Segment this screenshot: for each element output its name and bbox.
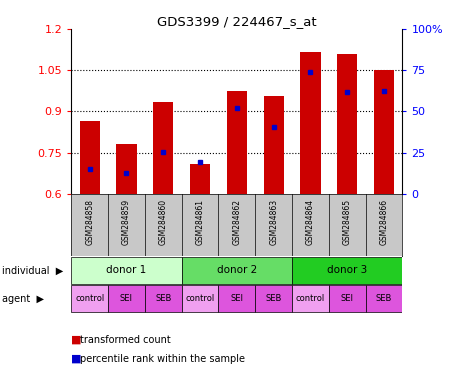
Bar	[263, 96, 283, 194]
Bar	[108, 285, 145, 313]
Text: donor 2: donor 2	[216, 265, 257, 275]
Bar	[71, 285, 108, 313]
Text: ■: ■	[71, 335, 85, 345]
Text: control: control	[295, 294, 325, 303]
Bar	[71, 257, 181, 284]
Bar	[291, 257, 402, 284]
Bar	[373, 70, 393, 194]
Bar	[328, 285, 365, 313]
Bar	[218, 285, 255, 313]
Text: SEB: SEB	[265, 294, 281, 303]
Text: SEI: SEI	[230, 294, 243, 303]
Bar	[153, 102, 173, 194]
Text: SEB: SEB	[375, 294, 392, 303]
Text: GSM284865: GSM284865	[342, 199, 351, 245]
Bar	[190, 164, 210, 194]
Text: SEB: SEB	[155, 294, 171, 303]
Text: GSM284864: GSM284864	[305, 199, 314, 245]
Text: GSM284858: GSM284858	[85, 199, 94, 245]
Title: GDS3399 / 224467_s_at: GDS3399 / 224467_s_at	[157, 15, 316, 28]
Bar	[145, 285, 181, 313]
Bar	[181, 285, 218, 313]
Bar	[365, 285, 402, 313]
Bar	[255, 285, 291, 313]
Bar	[226, 91, 246, 194]
Text: GSM284862: GSM284862	[232, 199, 241, 245]
Text: GSM284866: GSM284866	[379, 199, 388, 245]
Text: GSM284863: GSM284863	[269, 199, 278, 245]
Text: control: control	[75, 294, 104, 303]
Text: donor 3: donor 3	[326, 265, 367, 275]
Text: percentile rank within the sample: percentile rank within the sample	[80, 354, 245, 364]
Bar	[181, 257, 291, 284]
Text: control: control	[185, 294, 214, 303]
Text: agent  ▶: agent ▶	[2, 294, 44, 304]
Bar	[116, 144, 136, 194]
Text: SEI: SEI	[340, 294, 353, 303]
Bar	[79, 121, 100, 194]
Text: SEI: SEI	[120, 294, 133, 303]
Text: GSM284861: GSM284861	[195, 199, 204, 245]
Bar	[291, 285, 328, 313]
Text: transformed count: transformed count	[80, 335, 171, 345]
Text: GSM284860: GSM284860	[158, 199, 168, 245]
Text: GSM284859: GSM284859	[122, 199, 131, 245]
Text: donor 1: donor 1	[106, 265, 146, 275]
Text: ■: ■	[71, 354, 85, 364]
Text: individual  ▶: individual ▶	[2, 265, 63, 275]
Bar	[300, 52, 320, 194]
Bar	[336, 54, 357, 194]
